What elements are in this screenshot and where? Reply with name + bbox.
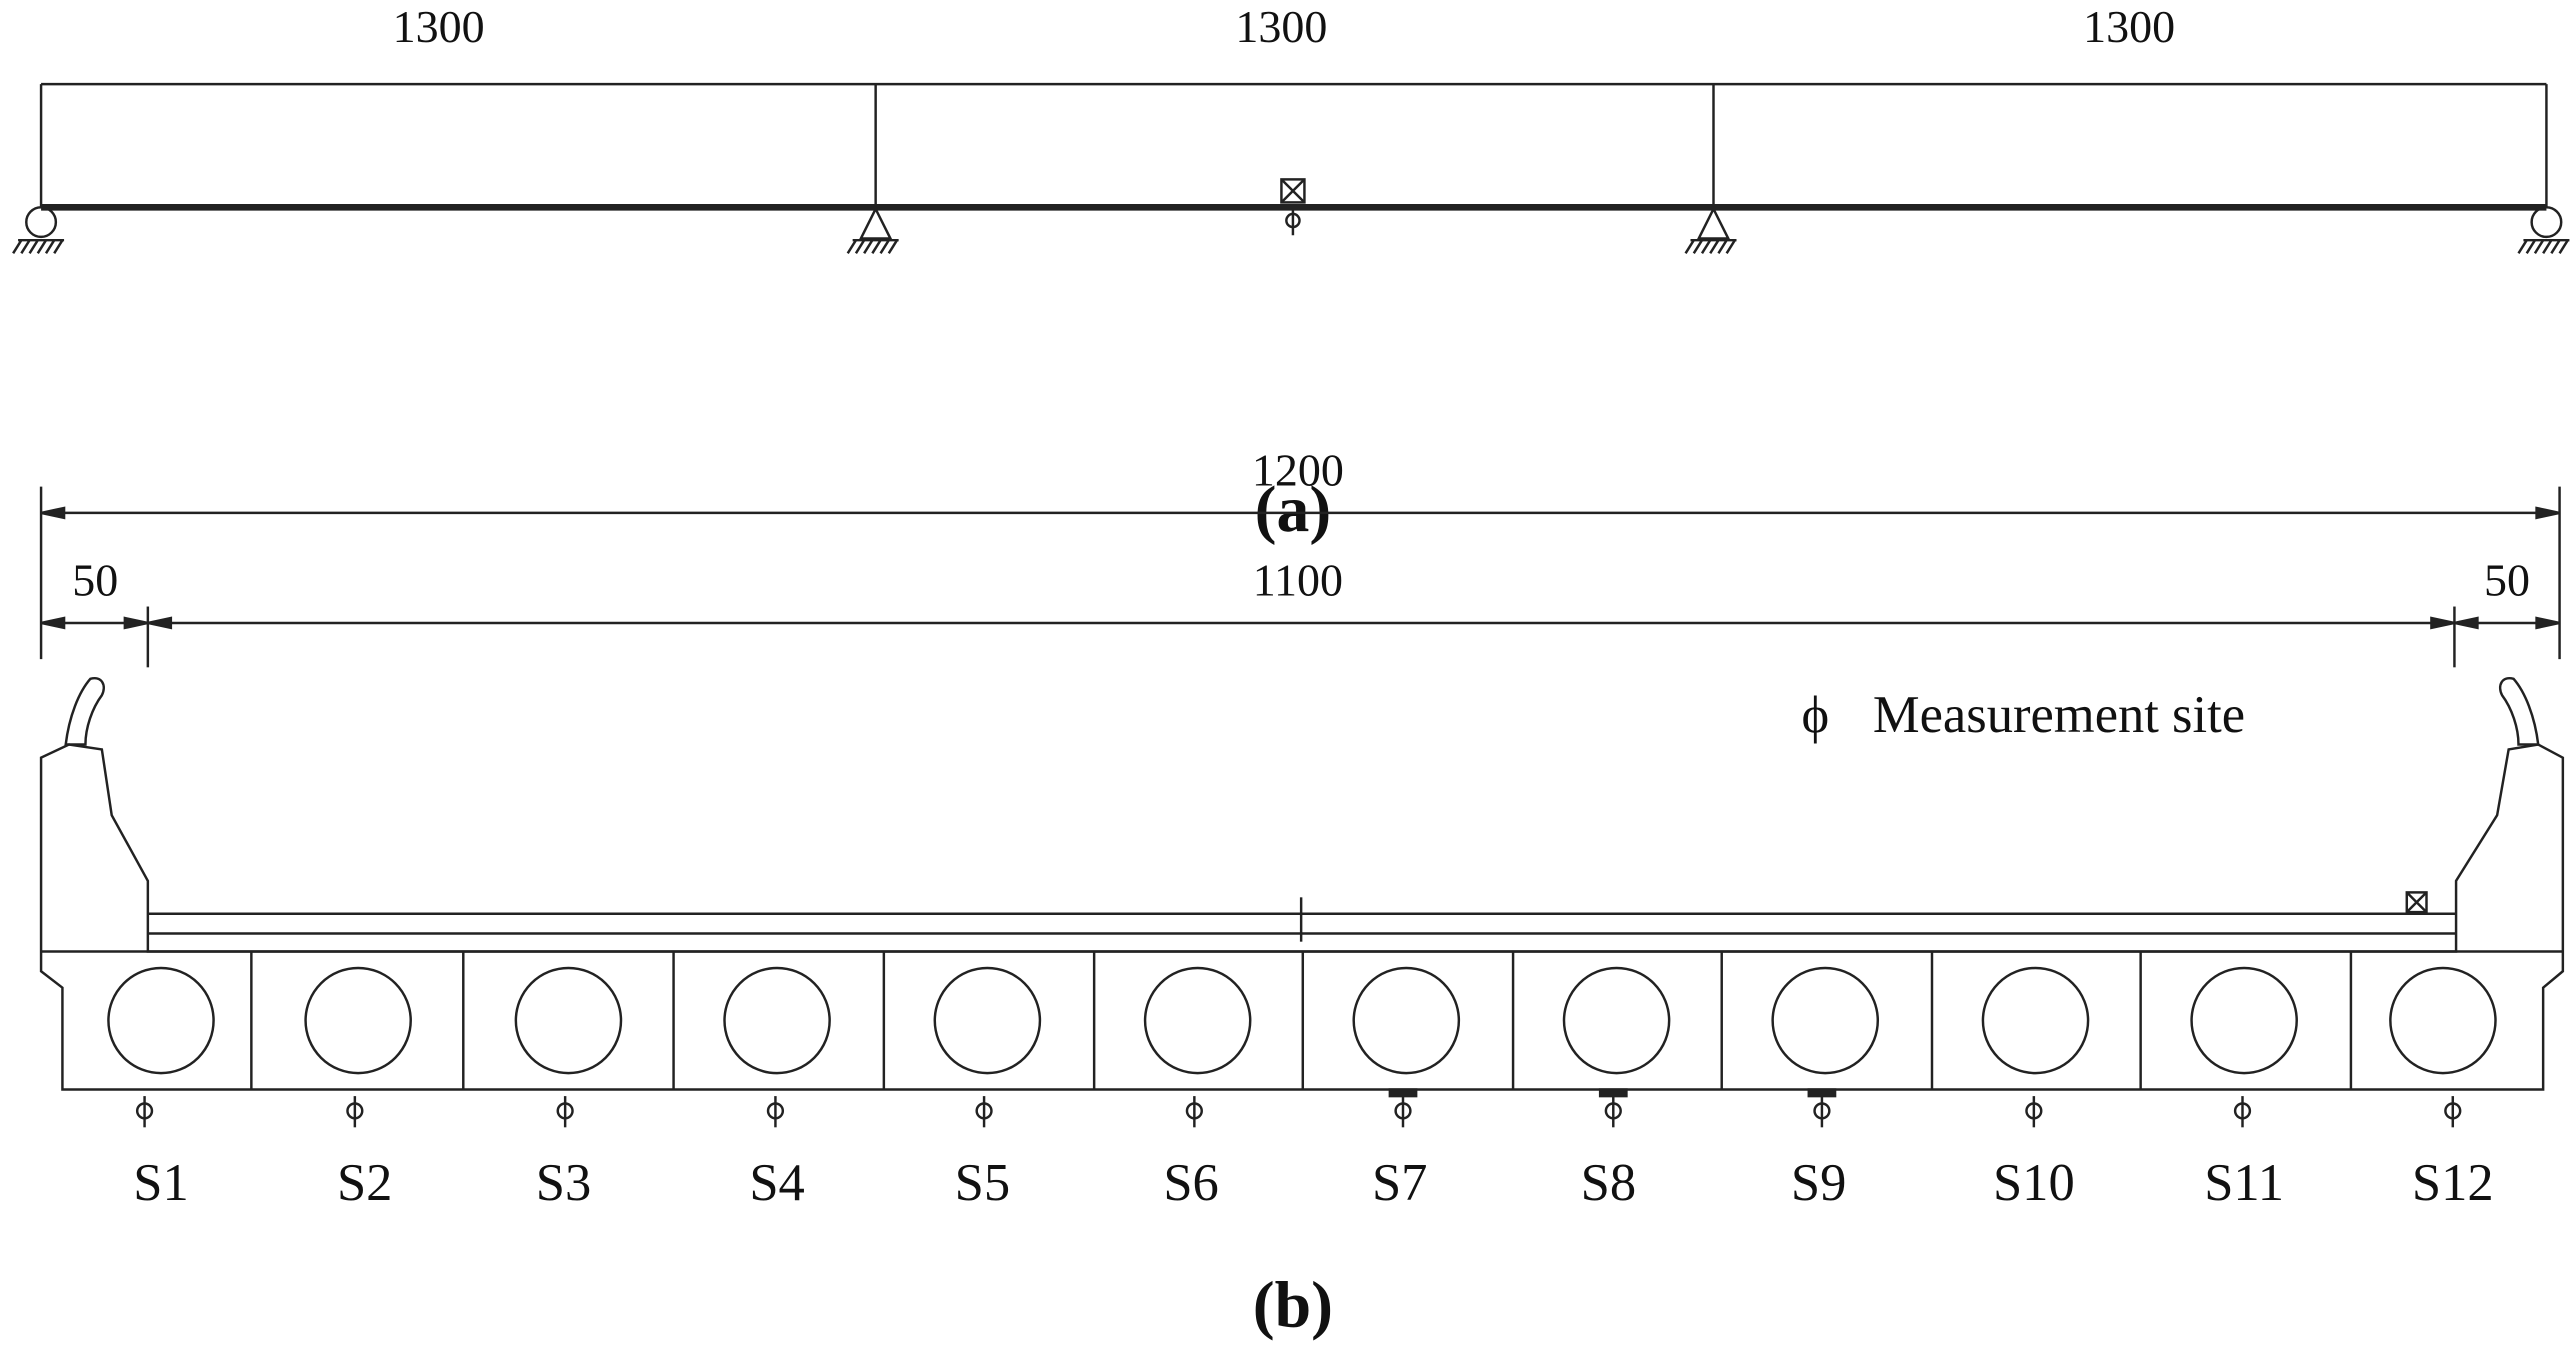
void (304, 966, 412, 1075)
hatch (20, 239, 31, 254)
slab-label: S8 (1581, 1154, 1637, 1212)
railing (64, 676, 105, 746)
void (2190, 966, 2298, 1075)
hatch (12, 239, 23, 254)
caption: (b) (1253, 1268, 1333, 1341)
pin-support (858, 206, 893, 240)
load-marker (1280, 178, 1306, 204)
span-label: 1300 (393, 1, 485, 52)
arrowheads (40, 506, 2560, 520)
hatch (53, 239, 64, 254)
slab-label: S9 (1791, 1154, 1847, 1212)
load-marker-cross (1280, 178, 1306, 204)
hatch (1692, 239, 1704, 254)
railing (2498, 676, 2540, 746)
hatch (44, 239, 56, 254)
hatch (2550, 239, 2561, 254)
void (1981, 966, 2090, 1075)
hatch (1684, 239, 1695, 254)
dimension-label: 50 (2484, 555, 2530, 606)
dimension-label: 1100 (1253, 555, 1343, 606)
hatch (2542, 239, 2553, 254)
void (933, 966, 1042, 1075)
void (1771, 966, 1880, 1075)
hatch (2517, 239, 2528, 254)
void (1143, 966, 1252, 1075)
slab-label: S7 (1372, 1154, 1428, 1212)
slab-label: S3 (536, 1154, 592, 1212)
hatch (1725, 239, 1736, 254)
pin-support (1696, 206, 1731, 240)
hatch (863, 239, 874, 254)
span-label: 1300 (2083, 1, 2175, 52)
void (2389, 966, 2497, 1075)
hatch (879, 239, 890, 254)
sensor-plate (1807, 1088, 1837, 1098)
slab-label: S4 (749, 1154, 805, 1212)
slab-label: S10 (1993, 1154, 2075, 1212)
hatch (2525, 239, 2536, 254)
sensor-plate (1598, 1088, 1628, 1098)
hatch (854, 239, 866, 254)
legend-symbol: ϕ (1802, 686, 1830, 744)
slab-label: S12 (2412, 1154, 2494, 1212)
load-marker (2405, 891, 2428, 914)
slab-label: S1 (133, 1154, 189, 1212)
ground-hatching (12, 238, 2570, 254)
hatch (2558, 239, 2569, 254)
hatch (871, 239, 882, 254)
slab-label: S5 (955, 1154, 1011, 1212)
hatch (2533, 239, 2545, 254)
slab-group: S1 S2 S3 S4 S5 S6 S7 S8 S9 S10 S11 S12 (107, 951, 2497, 1212)
caption: (a) (1255, 473, 1332, 546)
hatch (1700, 239, 1712, 254)
legend-label: Measurement site (1873, 686, 2245, 744)
void (1352, 966, 1461, 1075)
slab-label: S6 (1163, 1154, 1219, 1212)
span-label: 1300 (1235, 1, 1327, 52)
void (1562, 966, 1671, 1075)
hatch (846, 239, 857, 254)
arrowheads (40, 616, 2560, 630)
roller-support (2530, 206, 2563, 239)
slab-label: S11 (2204, 1154, 2284, 1212)
hatch (1717, 239, 1728, 254)
slab-label: S2 (337, 1154, 393, 1212)
void (514, 966, 623, 1075)
hatch (36, 239, 48, 254)
hatch (887, 239, 899, 254)
measurement-symbol (1285, 208, 1301, 236)
sensor-plate (1388, 1088, 1418, 1098)
hatch (28, 239, 39, 254)
void (723, 966, 831, 1075)
load-marker-cross (2405, 891, 2428, 913)
roller-support (25, 206, 58, 239)
void (107, 966, 215, 1075)
hatch (1709, 239, 1720, 254)
dimension-label: 50 (72, 555, 118, 606)
dimension-label: 1200 (1252, 445, 1344, 496)
